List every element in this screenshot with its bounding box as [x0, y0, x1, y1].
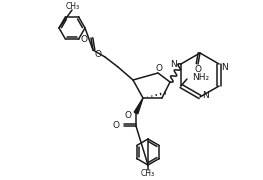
Text: N: N: [170, 60, 177, 69]
Text: O: O: [195, 64, 201, 73]
Text: NH₂: NH₂: [192, 73, 209, 82]
Text: O: O: [112, 122, 119, 130]
Text: O: O: [80, 35, 87, 44]
Text: O: O: [124, 111, 131, 120]
Text: N: N: [221, 62, 228, 71]
Text: O: O: [94, 50, 101, 59]
Text: N: N: [202, 91, 209, 100]
Text: O: O: [155, 64, 163, 73]
Polygon shape: [134, 98, 143, 114]
Text: CH₃: CH₃: [66, 1, 80, 10]
Text: CH₃: CH₃: [141, 170, 155, 179]
